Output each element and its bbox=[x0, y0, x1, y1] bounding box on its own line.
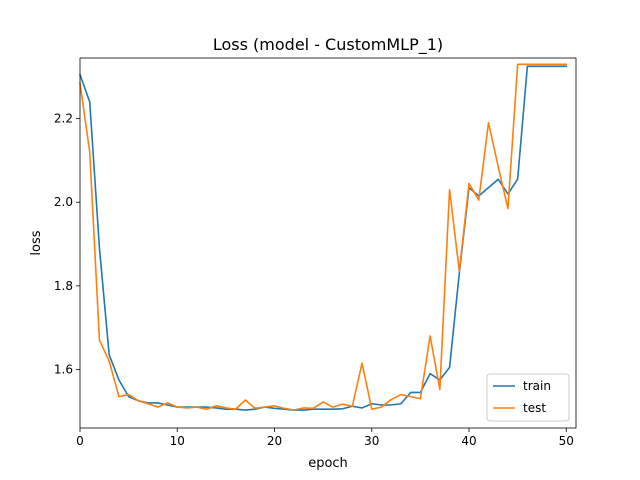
legend-label-test: test bbox=[523, 401, 546, 415]
y-tick-label: 1.6 bbox=[54, 362, 73, 376]
y-tick-label: 2.0 bbox=[54, 195, 73, 209]
legend-label-train: train bbox=[523, 379, 551, 393]
x-tick-label: 0 bbox=[76, 434, 84, 448]
legend: train test bbox=[486, 373, 570, 422]
series-line-train bbox=[78, 65, 568, 411]
x-tick-label: 10 bbox=[170, 434, 185, 448]
x-tick-label: 40 bbox=[461, 434, 476, 448]
series-line-test bbox=[79, 63, 568, 411]
x-tick-label: 50 bbox=[559, 434, 574, 448]
y-axis-label: loss bbox=[29, 230, 44, 255]
axes-frame bbox=[79, 57, 577, 429]
y-tick-label: 1.8 bbox=[54, 279, 73, 293]
x-tick-label: 20 bbox=[267, 434, 282, 448]
x-tick-label: 30 bbox=[364, 434, 379, 448]
x-axis-label: epoch bbox=[308, 456, 348, 471]
x-axis-ticks: 0 10 20 30 40 50 bbox=[76, 428, 574, 448]
y-tick-label: 2.2 bbox=[54, 112, 73, 126]
chart-title: Loss (model - CustomMLP_1) bbox=[213, 35, 443, 55]
plot-area bbox=[80, 58, 576, 428]
series-layer bbox=[78, 63, 568, 411]
y-axis-ticks: 1.6 1.8 2.0 2.2 bbox=[54, 112, 80, 376]
